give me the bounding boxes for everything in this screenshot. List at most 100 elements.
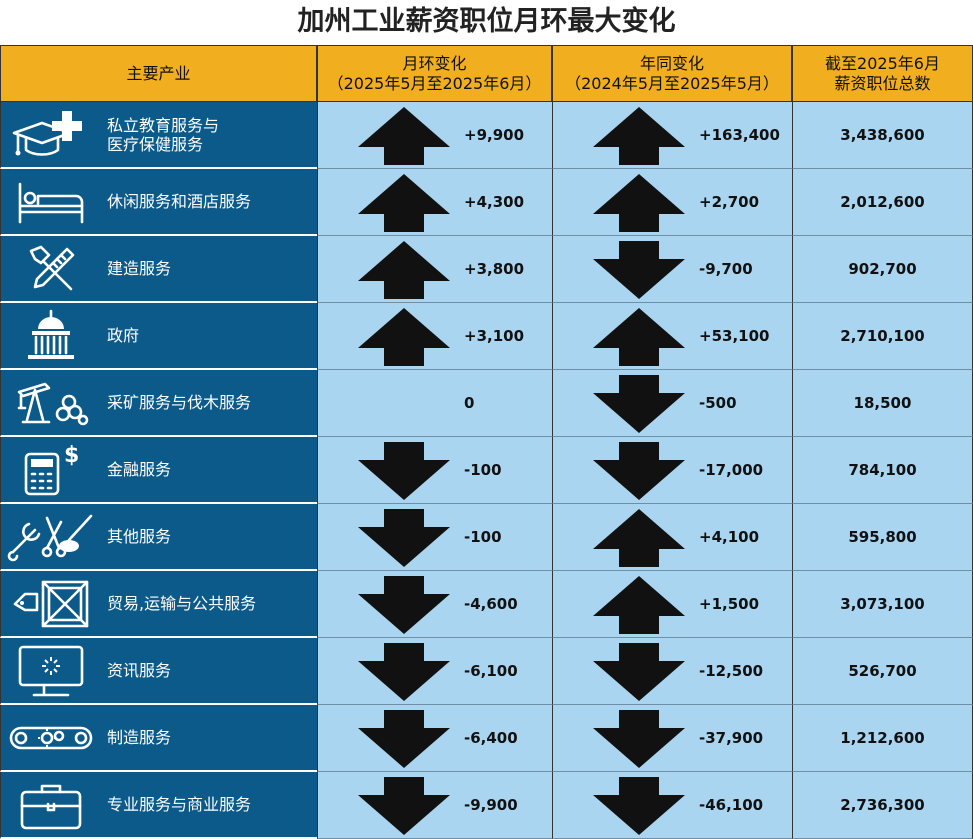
total-jobs-value: 2,012,600 [840, 193, 925, 211]
mom-change-cell: +4,300 [317, 169, 552, 236]
mom-change-value: 0 [464, 394, 475, 412]
industry-cell: 建造服务 [0, 236, 317, 303]
yoy-change-cell: +163,400 [552, 102, 792, 169]
header-mom-line1: 月环变化 [402, 53, 467, 73]
yoy-change-value: +53,100 [699, 327, 770, 345]
industry-label: 采矿服务与伐木服务 [107, 393, 252, 412]
mom-change-cell: -9,900 [317, 772, 552, 839]
yoy-change-cell: +4,100 [552, 504, 792, 571]
industry-cell: 休闲服务和酒店服务 [0, 169, 317, 236]
industry-cell: 贸易,运输与公共服务 [0, 571, 317, 638]
calculator-dollar-icon: $ [1, 437, 101, 503]
total-jobs-value: 902,700 [848, 260, 917, 278]
industry-label: 贸易,运输与公共服务 [107, 594, 257, 613]
mom-change-up-arrow-mark [356, 239, 452, 301]
mom-change-value: -100 [464, 461, 502, 479]
bed-icon [1, 169, 101, 235]
mom-change-cell: -6,100 [317, 638, 552, 705]
yoy-change-cell: +53,100 [552, 303, 792, 370]
mom-change-cell: +3,800 [317, 236, 552, 303]
mom-change-value: -4,600 [464, 595, 518, 613]
industry-label: 政府 [107, 326, 140, 345]
industry-cell: 其他服务 [0, 504, 317, 571]
crate-tag-icon [1, 571, 101, 637]
header-mom: 月环变化 （2025年5月至2025年6月） [317, 45, 552, 102]
chart-title: 加州工业薪资职位月环最大变化 [297, 6, 676, 37]
yoy-change-value: -12,500 [699, 662, 764, 680]
industry-label: 其他服务 [107, 527, 172, 546]
briefcase-icon [1, 772, 101, 838]
industry-cell: 资讯服务 [0, 638, 317, 705]
mom-change-down-arrow-mark [356, 574, 452, 636]
industry-cell: 政府 [0, 303, 317, 370]
header-total-line1: 截至2025年6月 [825, 53, 940, 73]
total-jobs-cell: 902,700 [792, 236, 973, 303]
yoy-change-cell: -9,700 [552, 236, 792, 303]
total-jobs-cell: 526,700 [792, 638, 973, 705]
yoy-change-value: +4,100 [699, 528, 760, 546]
yoy-change-up-arrow-mark [591, 574, 687, 636]
yoy-change-down-arrow-mark [591, 239, 687, 301]
total-jobs-value: 1,212,600 [840, 729, 925, 747]
industry-cell: $ 金融服务 [0, 437, 317, 504]
total-jobs-cell: 1,212,600 [792, 705, 973, 772]
mom-change-down-arrow-mark [356, 641, 452, 703]
total-jobs-value: 2,736,300 [840, 796, 925, 814]
total-jobs-value: 2,710,100 [840, 327, 925, 345]
mom-change-cell: -100 [317, 504, 552, 571]
total-jobs-cell: 2,710,100 [792, 303, 973, 370]
total-jobs-cell: 784,100 [792, 437, 973, 504]
mom-change-value: +3,800 [464, 260, 525, 278]
total-jobs-cell: 3,438,600 [792, 102, 973, 169]
graduation-medical-icon [1, 102, 101, 168]
total-jobs-value: 526,700 [848, 662, 917, 680]
yoy-change-cell: -500 [552, 370, 792, 437]
industry-label: 制造服务 [107, 728, 172, 747]
mom-change-cell: +9,900 [317, 102, 552, 169]
total-jobs-cell: 2,012,600 [792, 169, 973, 236]
total-jobs-value: 595,800 [848, 528, 917, 546]
mom-change-value: +3,100 [464, 327, 525, 345]
yoy-change-value: +163,400 [699, 126, 780, 144]
mom-change-value: +9,900 [464, 126, 525, 144]
yoy-change-down-arrow-mark [591, 373, 687, 435]
total-jobs-value: 3,438,600 [840, 126, 925, 144]
yoy-change-up-arrow-mark [591, 507, 687, 569]
industry-cell: 私立教育服务与 医疗保健服务 [0, 102, 317, 169]
industry-label: 建造服务 [107, 259, 172, 278]
yoy-change-value: -500 [699, 394, 737, 412]
tools-icon [1, 236, 101, 302]
yoy-change-value: +1,500 [699, 595, 760, 613]
mom-change-value: -6,400 [464, 729, 518, 747]
mom-change-cell: -100 [317, 437, 552, 504]
yoy-change-cell: -46,100 [552, 772, 792, 839]
jobs-change-table: 主要产业 月环变化 （2025年5月至2025年6月） 年同变化 （2024年5… [0, 45, 973, 839]
total-jobs-cell: 2,736,300 [792, 772, 973, 839]
conveyor-icon [1, 705, 101, 771]
total-jobs-cell: 18,500 [792, 370, 973, 437]
mom-change-down-arrow-mark [356, 507, 452, 569]
total-jobs-value: 784,100 [848, 461, 917, 479]
yoy-change-cell: -37,900 [552, 705, 792, 772]
industry-label: 专业服务与商业服务 [107, 795, 252, 814]
mom-change-cell: +3,100 [317, 303, 552, 370]
industry-cell: 专业服务与商业服务 [0, 772, 317, 839]
mom-change-down-arrow-mark [356, 775, 452, 837]
yoy-change-cell: +1,500 [552, 571, 792, 638]
yoy-change-value: +2,700 [699, 193, 760, 211]
header-mom-line2: （2025年5月至2025年6月） [327, 73, 542, 93]
mom-change-value: -6,100 [464, 662, 518, 680]
industry-label: 休闲服务和酒店服务 [107, 192, 252, 211]
mom-change-cell: 0 [317, 370, 552, 437]
yoy-change-down-arrow-mark [591, 641, 687, 703]
header-industry: 主要产业 [0, 45, 317, 102]
capitol-icon [1, 303, 101, 369]
industry-label: 私立教育服务与 医疗保健服务 [107, 115, 220, 154]
wrench-scissors-icon [1, 504, 101, 570]
oil-pump-logs-icon [1, 370, 101, 436]
yoy-change-cell: +2,700 [552, 169, 792, 236]
yoy-change-down-arrow-mark [591, 775, 687, 837]
yoy-change-cell: -17,000 [552, 437, 792, 504]
header-total-line2: 薪资职位总数 [834, 73, 931, 93]
mom-change-value: -9,900 [464, 796, 518, 814]
